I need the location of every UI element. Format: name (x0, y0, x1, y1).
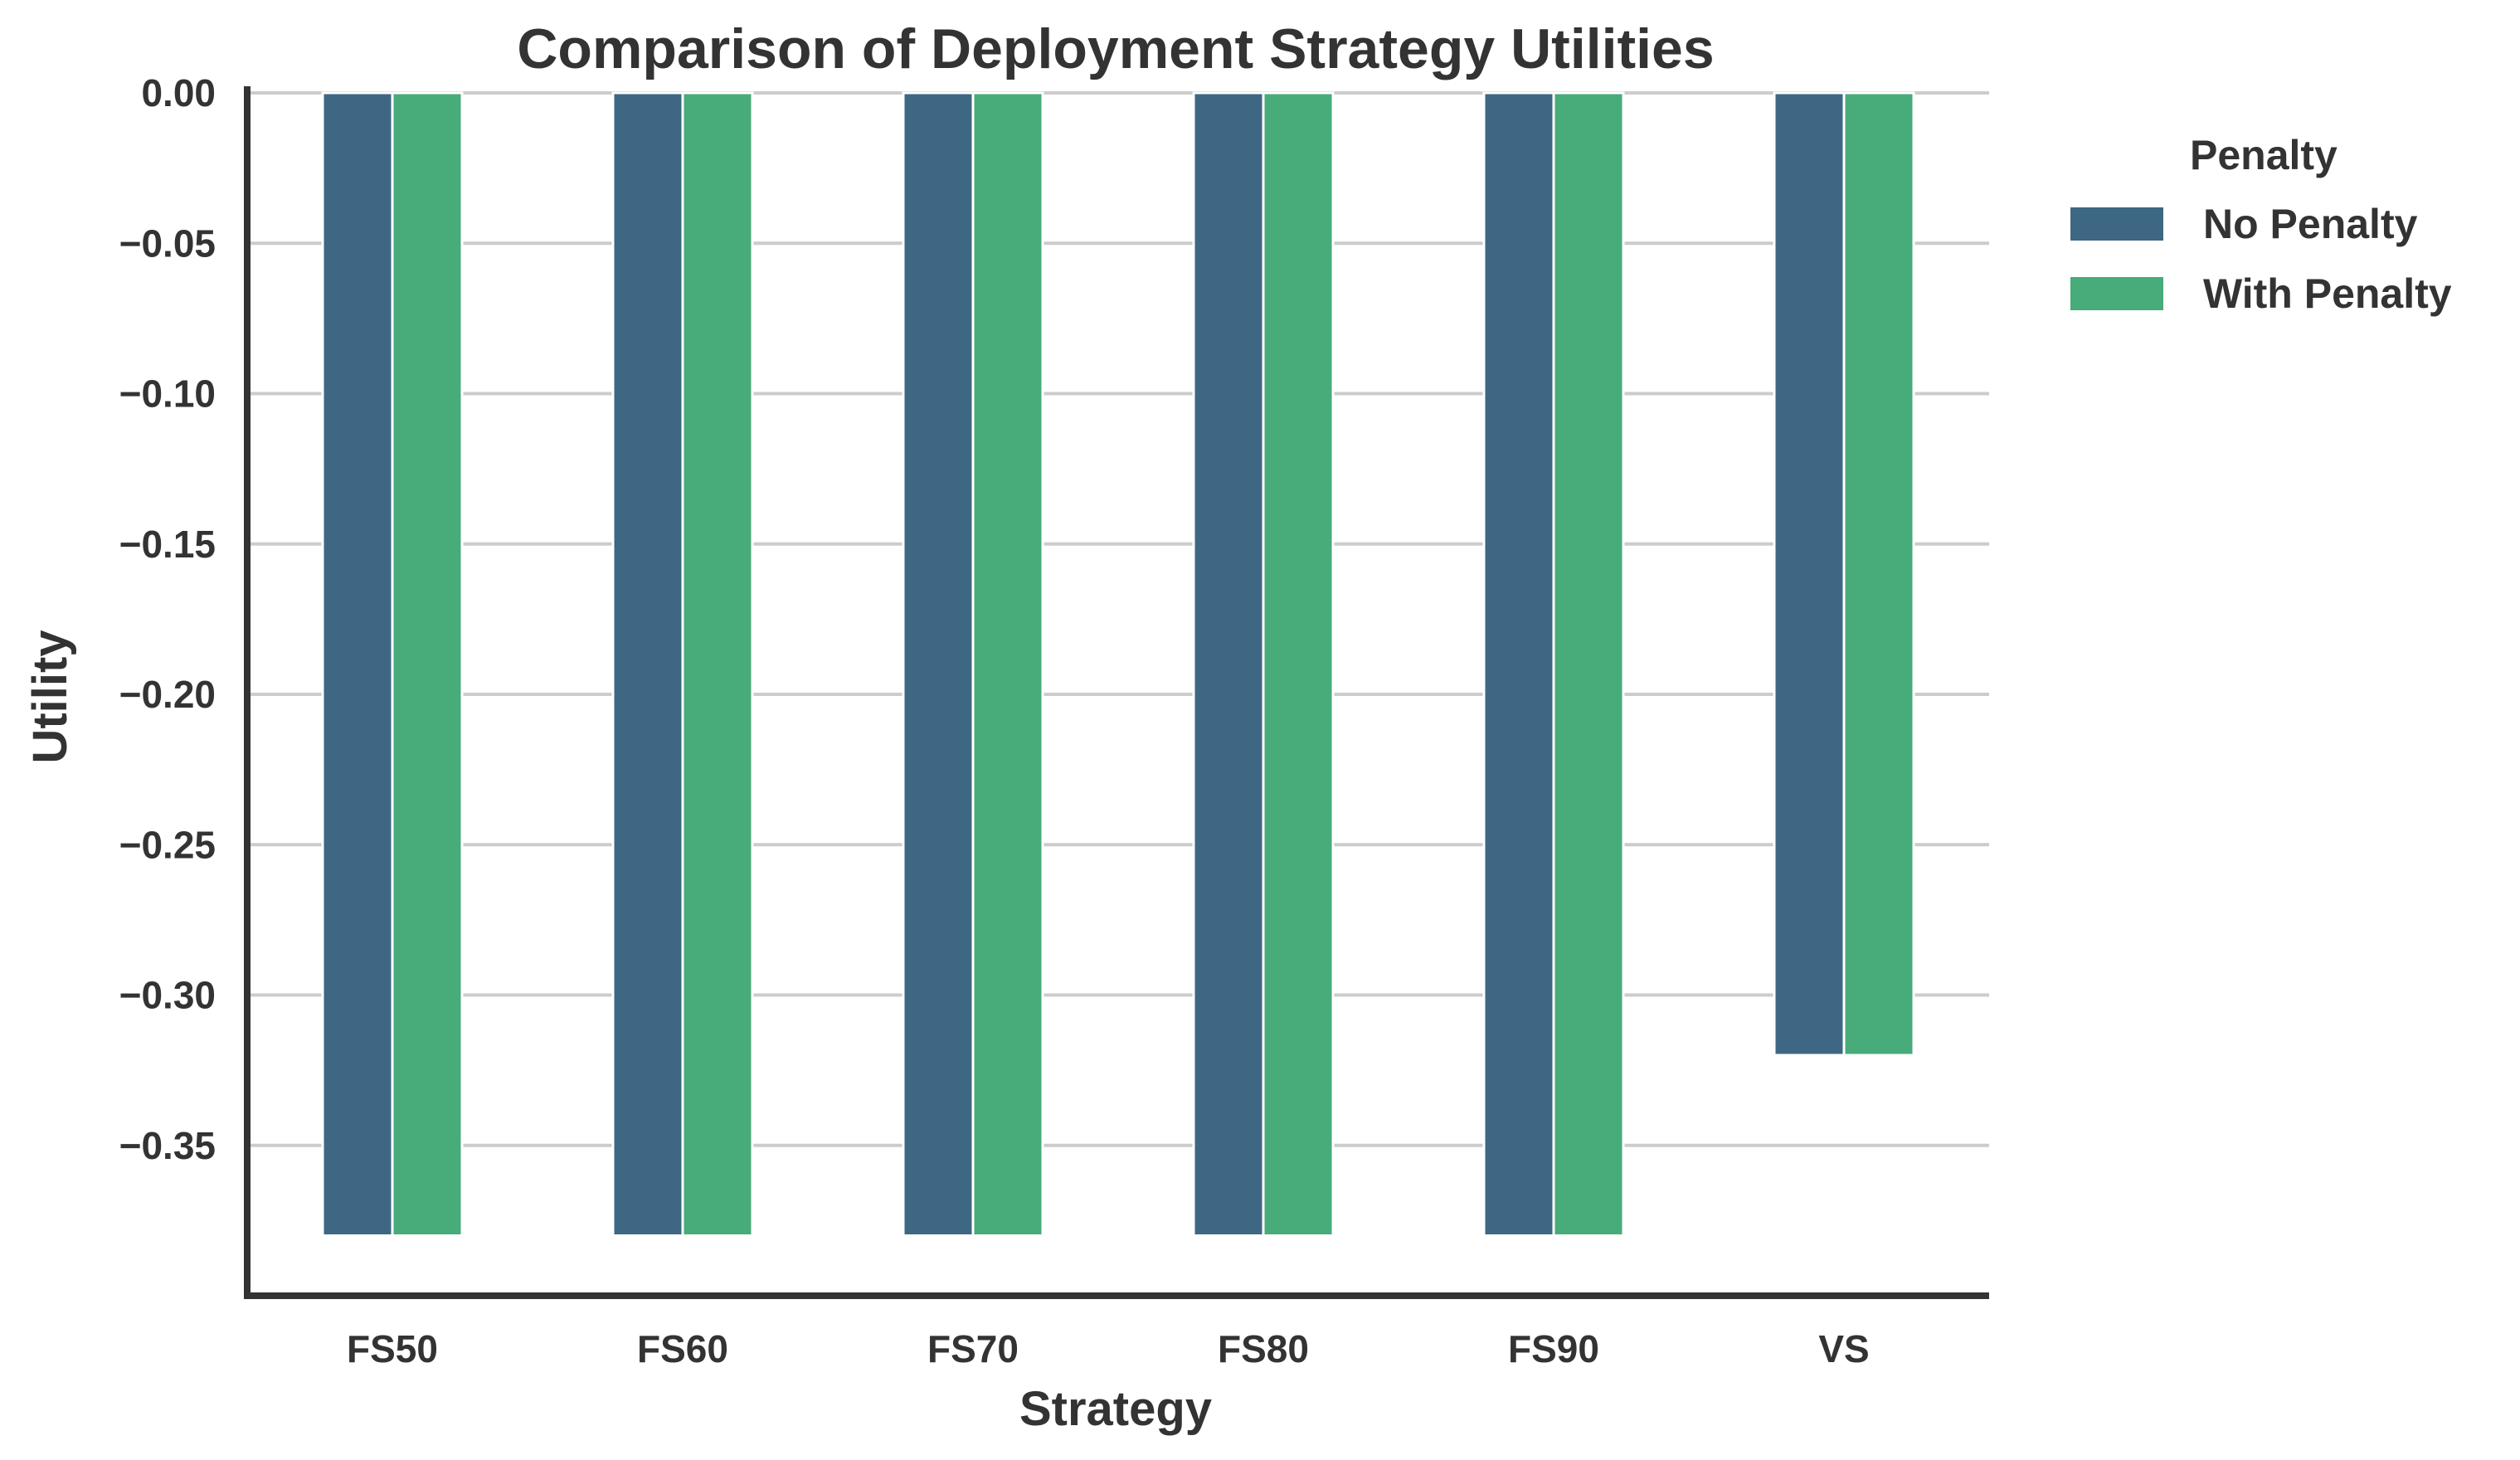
grid-lines (247, 91, 1989, 1147)
y-tick-label: 0.00 (141, 71, 216, 114)
bar-with-penalty-fs90 (1552, 91, 1625, 1237)
x-tick-label: FS90 (1508, 1327, 1599, 1370)
y-tick-label: −0.05 (119, 221, 216, 265)
x-tick-label: FS80 (1218, 1327, 1309, 1370)
axes (244, 86, 1989, 1299)
chart-title: Comparison of Deployment Strategy Utilit… (517, 17, 1714, 80)
bar-no-penalty-fs50 (321, 91, 394, 1237)
legend-label: No Penalty (2203, 201, 2418, 247)
x-tick-label: FS50 (347, 1327, 438, 1370)
bar-no-penalty-fs70 (902, 91, 975, 1237)
bar-no-penalty-fs60 (611, 91, 684, 1237)
bar-with-penalty-fs50 (391, 91, 464, 1237)
legend-title: Penalty (2190, 132, 2338, 178)
tick-labels: 0.00 −0.05 −0.10 −0.15 −0.20 −0.25 −0.30 −0.35 F… (119, 71, 1870, 1370)
x-tick-label: VS (1818, 1327, 1869, 1370)
bar-no-penalty-fs90 (1482, 91, 1555, 1237)
y-tick-label: −0.25 (119, 823, 216, 866)
legend-swatch (2070, 277, 2163, 310)
bar-no-penalty-fs80 (1192, 91, 1265, 1237)
x-tick-label: FS60 (637, 1327, 728, 1370)
bar-with-penalty-fs70 (971, 91, 1044, 1237)
x-tick-label: FS70 (927, 1327, 1019, 1370)
bar-with-penalty-fs80 (1262, 91, 1335, 1237)
y-tick-label: −0.10 (119, 372, 216, 416)
legend: Penalty No Penalty With Penalty (2070, 132, 2452, 317)
y-tick-label: −0.35 (119, 1124, 216, 1167)
bar-with-penalty-fs60 (681, 91, 754, 1237)
bar-with-penalty-vs (1842, 91, 1915, 1057)
bar-no-penalty-vs (1773, 91, 1846, 1057)
bars (321, 91, 1915, 1237)
y-tick-label: −0.15 (119, 523, 216, 566)
legend-swatch (2070, 207, 2163, 241)
legend-label: With Penalty (2203, 270, 2452, 317)
x-axis-label: Strategy (1019, 1382, 1212, 1436)
y-tick-label: −0.20 (119, 673, 216, 716)
y-axis-label: Utility (23, 630, 77, 763)
legend-items: No Penalty With Penalty (2070, 201, 2452, 317)
y-tick-label: −0.30 (119, 974, 216, 1017)
